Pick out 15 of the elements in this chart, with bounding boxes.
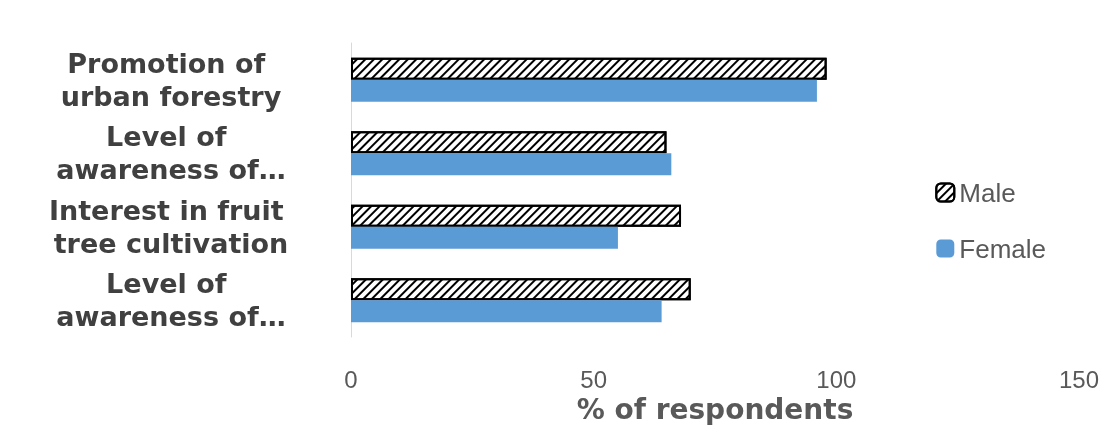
y-tick-label: Promotion of urban forestry xyxy=(60,47,282,112)
x-tick-label: 150 xyxy=(1058,365,1100,393)
y-tick-label: Level of awareness of… xyxy=(56,268,286,333)
y-tick-label: Interest in fruit tree cultivation xyxy=(48,194,294,259)
x-tick-label: 50 xyxy=(580,365,608,393)
bar xyxy=(351,300,662,323)
bar xyxy=(351,226,618,249)
x-tick-label: 100 xyxy=(816,365,857,393)
x-tick-label: 0 xyxy=(344,365,358,393)
legend-label: Female xyxy=(959,233,1047,264)
x-axis-title: % of respondents xyxy=(576,393,854,427)
bar xyxy=(351,79,817,102)
y-tick-label: Level of awareness of… xyxy=(56,121,286,186)
legend-label: Male xyxy=(959,177,1016,208)
bar xyxy=(351,153,672,176)
